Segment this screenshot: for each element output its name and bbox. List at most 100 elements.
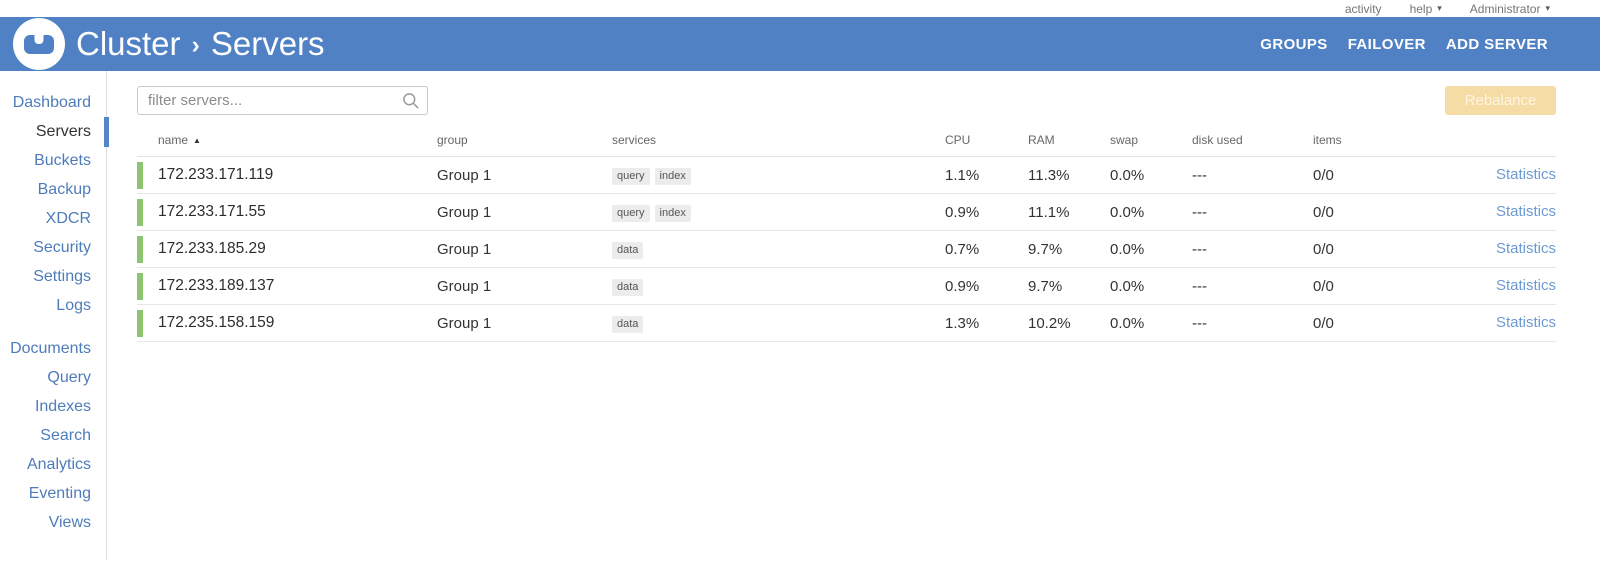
filter-servers-input[interactable] — [137, 86, 428, 115]
breadcrumb: Cluster › Servers — [76, 25, 325, 63]
server-ram: 9.7% — [1028, 277, 1063, 295]
sidebar-item-eventing[interactable]: Eventing — [28, 485, 91, 502]
add-server-button[interactable]: ADD SERVER — [1445, 35, 1548, 53]
server-services: query index — [612, 203, 945, 222]
status-cell — [137, 272, 158, 300]
server-items: 0/0 — [1313, 166, 1334, 184]
server-name: 172.233.171.119 — [158, 166, 274, 183]
server-healthy-status-bar — [137, 272, 143, 300]
server-group: Group 1 — [437, 314, 492, 332]
breadcrumb-cluster: Cluster — [76, 25, 181, 62]
statistics-cell: Statistics — [1443, 277, 1556, 295]
sidebar-item-backup[interactable]: Backup — [37, 181, 91, 198]
page-title: Servers — [210, 25, 325, 62]
column-header-items[interactable]: items — [1313, 133, 1342, 147]
activity-link[interactable]: activity — [1345, 2, 1382, 16]
server-disk-used: --- — [1192, 277, 1207, 295]
sidebar-item-analytics[interactable]: Analytics — [26, 456, 91, 473]
groups-button[interactable]: GROUPS — [1260, 35, 1328, 53]
column-header-ram[interactable]: RAM — [1028, 133, 1055, 147]
server-items: 0/0 — [1313, 240, 1334, 258]
service-badge-index: index — [654, 167, 691, 185]
utility-bar: activity help ▾ Administrator ▾ — [0, 0, 1600, 17]
server-healthy-status-bar — [137, 309, 143, 337]
statistics-cell: Statistics — [1443, 314, 1556, 332]
column-header-cpu[interactable]: CPU — [945, 133, 971, 147]
status-cell — [137, 235, 158, 263]
server-ram: 9.7% — [1028, 240, 1063, 258]
sidebar: Dashboard Servers Buckets Backup XDCR Securit… — [0, 71, 109, 560]
column-header-disk-used[interactable]: disk used — [1192, 133, 1243, 147]
sidebar-item-query[interactable]: Query — [47, 369, 91, 386]
sidebar-item-xdcr[interactable]: XDCR — [45, 210, 91, 227]
header-actions: GROUPS FAILOVER ADD SERVER — [1260, 36, 1548, 53]
server-cpu: 1.3% — [945, 314, 980, 332]
statistics-link[interactable]: Statistics — [1495, 203, 1556, 220]
server-disk-used: --- — [1192, 203, 1207, 221]
column-header-group[interactable]: group — [437, 133, 468, 147]
statistics-link[interactable]: Statistics — [1495, 240, 1556, 257]
table-row: 172.233.189.137 Group 1 data 0.9% 9.7% 0… — [137, 268, 1556, 305]
column-header-swap[interactable]: swap — [1110, 133, 1139, 147]
statistics-cell: Statistics — [1443, 166, 1556, 184]
chevron-down-icon: ▾ — [1437, 3, 1442, 13]
column-header-name[interactable]: name ▲ — [158, 133, 201, 147]
server-group: Group 1 — [437, 277, 492, 295]
server-disk-used: --- — [1192, 166, 1207, 184]
sort-asc-icon: ▲ — [193, 136, 201, 145]
service-badge-index: index — [654, 204, 691, 222]
table-row: 172.233.171.55 Group 1 query index 0.9% 1… — [137, 194, 1556, 231]
table-header-row: name ▲ group services CPU RAM swap disk u… — [137, 124, 1556, 157]
status-cell — [137, 309, 158, 337]
sidebar-item-security[interactable]: Security — [33, 239, 91, 256]
server-name: 172.233.185.29 — [158, 240, 266, 257]
statistics-link[interactable]: Statistics — [1495, 166, 1556, 183]
sidebar-group-cluster: Dashboard Servers Buckets Backup XDCR Securit… — [0, 88, 109, 320]
server-healthy-status-bar — [137, 161, 143, 189]
statistics-link[interactable]: Statistics — [1495, 314, 1556, 331]
server-services: data — [612, 314, 945, 333]
server-name: 172.235.158.159 — [158, 314, 275, 331]
sidebar-item-views[interactable]: Views — [48, 514, 91, 531]
app-header: Cluster › Servers GROUPS FAILOVER ADD SE… — [0, 17, 1600, 71]
sidebar-item-documents[interactable]: Documents — [10, 340, 91, 357]
table-row: 172.233.171.119 Group 1 query index 1.1% … — [137, 157, 1556, 194]
filter-wrap — [137, 86, 428, 115]
chevron-down-icon: ▾ — [1545, 3, 1550, 13]
couchbase-logo-icon — [13, 18, 65, 70]
content-area: Rebalance name▲ group services CPU RAM s… — [107, 71, 1600, 575]
user-menu[interactable]: Administrator ▾ — [1470, 2, 1550, 16]
server-healthy-status-bar — [137, 235, 143, 263]
logo-mark — [24, 35, 54, 54]
sidebar-item-buckets[interactable]: Buckets — [34, 152, 91, 169]
server-ram: 11.3% — [1028, 166, 1070, 184]
sidebar-item-dashboard[interactable]: Dashboard — [12, 94, 91, 111]
sidebar-item-logs[interactable]: Logs — [56, 297, 91, 314]
servers-table: name ▲ group services CPU RAM swap disk u… — [137, 124, 1556, 342]
sidebar-item-settings[interactable]: Settings — [33, 268, 91, 285]
statistics-cell: Statistics — [1443, 203, 1556, 221]
server-name: 172.233.171.55 — [158, 203, 266, 220]
failover-button[interactable]: FAILOVER — [1347, 35, 1426, 53]
service-badge-data: data — [612, 241, 644, 259]
server-swap: 0.0% — [1110, 240, 1145, 258]
service-badge-data: data — [612, 315, 644, 333]
column-header-services[interactable]: services — [612, 133, 657, 147]
sidebar-item-search[interactable]: Search — [40, 427, 91, 444]
sidebar-item-servers[interactable]: Servers — [0, 117, 109, 147]
status-cell — [137, 161, 158, 189]
table-body: 172.233.171.119 Group 1 query index 1.1% … — [137, 157, 1556, 342]
help-menu[interactable]: help ▾ — [1410, 2, 1442, 16]
server-services: data — [612, 240, 945, 259]
sidebar-item-indexes[interactable]: Indexes — [34, 398, 91, 415]
rebalance-button[interactable]: Rebalance — [1445, 86, 1556, 115]
server-services: query index — [612, 166, 945, 185]
server-cpu: 0.9% — [945, 203, 980, 221]
server-services: data — [612, 277, 945, 296]
statistics-cell: Statistics — [1443, 240, 1556, 258]
server-ram: 11.1% — [1028, 203, 1070, 221]
statistics-link[interactable]: Statistics — [1495, 277, 1556, 294]
server-healthy-status-bar — [137, 198, 143, 226]
table-row: 172.233.185.29 Group 1 data 0.7% 9.7% 0.… — [137, 231, 1556, 268]
main-area: Dashboard Servers Buckets Backup XDCR Securit… — [0, 71, 1600, 575]
